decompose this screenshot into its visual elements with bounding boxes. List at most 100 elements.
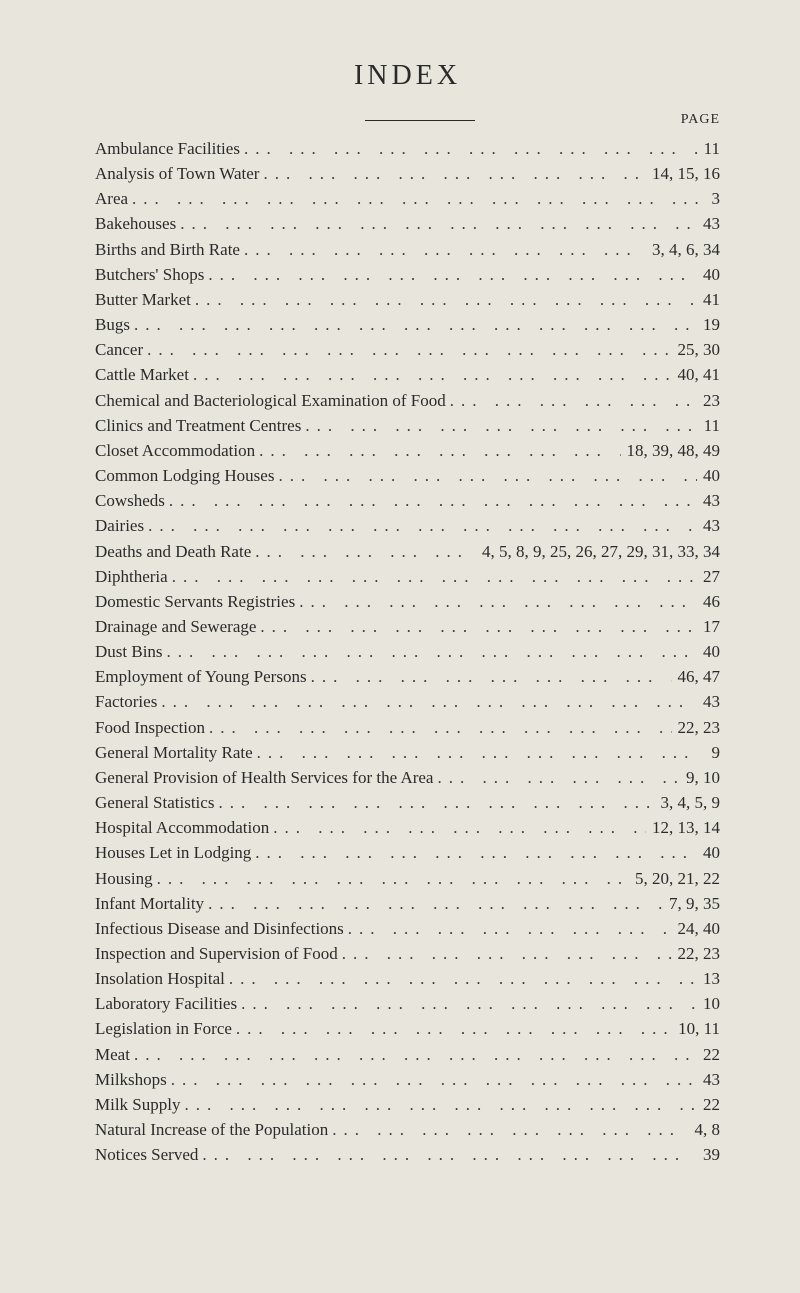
entry-pages: 9, 10 (680, 765, 720, 790)
entry-label: Housing (95, 866, 153, 891)
entry-label: Hospital Accommodation (95, 815, 269, 840)
entry-pages: 46, 47 (672, 664, 721, 689)
entry-pages: 11 (698, 136, 720, 161)
leader-dots (225, 966, 697, 991)
leader-dots (240, 237, 646, 262)
entry-label: Drainage and Sewerage (95, 614, 256, 639)
index-entry: Hospital Accommodation12, 13, 14 (95, 815, 720, 840)
entry-label: General Mortality Rate (95, 740, 253, 765)
index-entry: General Provision of Health Services for… (95, 765, 720, 790)
leader-dots (433, 765, 680, 790)
leader-dots (163, 639, 697, 664)
entry-label: Butchers' Shops (95, 262, 204, 287)
index-entry: Cattle Market40, 41 (95, 362, 720, 387)
entry-pages: 14, 15, 16 (646, 161, 720, 186)
entry-pages: 4, 8 (689, 1117, 721, 1142)
entry-label: Infectious Disease and Disinfections (95, 916, 344, 941)
entry-pages: 41 (697, 287, 720, 312)
index-entry: General Mortality Rate9 (95, 740, 720, 765)
entry-label: Infant Mortality (95, 891, 204, 916)
leader-dots (255, 438, 620, 463)
leader-dots (198, 1142, 697, 1167)
index-entry: Bugs19 (95, 312, 720, 337)
entry-pages: 22, 23 (672, 941, 721, 966)
entry-pages: 24, 40 (672, 916, 721, 941)
leader-dots (167, 1067, 697, 1092)
leader-dots (144, 513, 697, 538)
index-entry: Butchers' Shops 40 (95, 262, 720, 287)
entry-label: Houses Let in Lodging (95, 840, 251, 865)
entry-pages: 4, 5, 8, 9, 25, 26, 27, 29, 31, 33, 34 (476, 539, 720, 564)
leader-dots (251, 840, 697, 865)
index-entry: Food Inspection22, 23 (95, 715, 720, 740)
leader-dots (168, 564, 697, 589)
leader-dots (176, 211, 697, 236)
index-entry: Natural Increase of the Population 4, 8 (95, 1117, 720, 1142)
entry-pages: 43 (697, 211, 720, 236)
entry-label: Cattle Market (95, 362, 189, 387)
index-entry: Area 3 (95, 186, 720, 211)
entry-pages: 27 (697, 564, 720, 589)
entry-label: Cancer (95, 337, 143, 362)
leader-dots (189, 362, 672, 387)
index-entry: Milk Supply22 (95, 1092, 720, 1117)
entry-label: Milkshops (95, 1067, 167, 1092)
index-title: INDEX (95, 60, 720, 92)
entry-label: Deaths and Death Rate (95, 539, 251, 564)
entry-pages: 22 (697, 1042, 720, 1067)
entry-label: Common Lodging Houses (95, 463, 274, 488)
leader-dots (269, 815, 646, 840)
leader-dots (157, 689, 697, 714)
index-entry: Chemical and Bacteriological Examination… (95, 388, 720, 413)
leader-dots (181, 1092, 698, 1117)
index-entry: Housing5, 20, 21, 22 (95, 866, 720, 891)
leader-dots (130, 1042, 697, 1067)
entry-label: Inspection and Supervision of Food (95, 941, 338, 966)
index-entry: Cowsheds43 (95, 488, 720, 513)
index-entry: Milkshops 43 (95, 1067, 720, 1092)
entry-pages: 3, 4, 6, 34 (646, 237, 720, 262)
leader-dots (251, 539, 476, 564)
leader-dots (328, 1117, 688, 1142)
entry-pages: 39 (697, 1142, 720, 1167)
entry-pages: 3 (706, 186, 721, 211)
page-header-label: PAGE (681, 112, 720, 128)
index-entry: Bakehouses43 (95, 211, 720, 236)
entry-label: Laboratory Facilities (95, 991, 237, 1016)
entry-pages: 43 (697, 1067, 720, 1092)
index-entry: Dust Bins40 (95, 639, 720, 664)
entry-pages: 22 (697, 1092, 720, 1117)
entry-pages: 10, 11 (672, 1016, 720, 1041)
entry-label: Area (95, 186, 128, 211)
index-entry: Dairies43 (95, 513, 720, 538)
index-entry: Ambulance Facilities11 (95, 136, 720, 161)
entry-label: Closet Accommodation (95, 438, 255, 463)
entry-pages: 43 (697, 513, 720, 538)
entry-pages: 7, 9, 35 (663, 891, 720, 916)
index-entry: Inspection and Supervision of Food 22, 23 (95, 941, 720, 966)
entry-label: Chemical and Bacteriological Examination… (95, 388, 446, 413)
index-entry: Employment of Young Persons46, 47 (95, 664, 720, 689)
leader-dots (143, 337, 671, 362)
leader-dots (256, 614, 697, 639)
leader-dots (259, 161, 646, 186)
leader-dots (301, 413, 697, 438)
leader-dots (274, 463, 697, 488)
entry-label: Clinics and Treatment Centres (95, 413, 301, 438)
leader-dots (344, 916, 672, 941)
leader-dots (130, 312, 697, 337)
index-entry: Cancer25, 30 (95, 337, 720, 362)
index-entry: Closet Accommodation18, 39, 48, 49 (95, 438, 720, 463)
entry-label: Factories (95, 689, 157, 714)
entry-pages: 40 (697, 262, 720, 287)
entry-pages: 23 (697, 388, 720, 413)
leader-dots (446, 388, 697, 413)
entry-label: Notices Served (95, 1142, 198, 1167)
leader-dots (295, 589, 697, 614)
entry-label: Natural Increase of the Population (95, 1117, 328, 1142)
header-divider (365, 120, 475, 121)
entry-pages: 13 (697, 966, 720, 991)
leader-dots (232, 1016, 672, 1041)
index-entry: Infectious Disease and Disinfections 24, … (95, 916, 720, 941)
entry-pages: 3, 4, 5, 9 (655, 790, 721, 815)
